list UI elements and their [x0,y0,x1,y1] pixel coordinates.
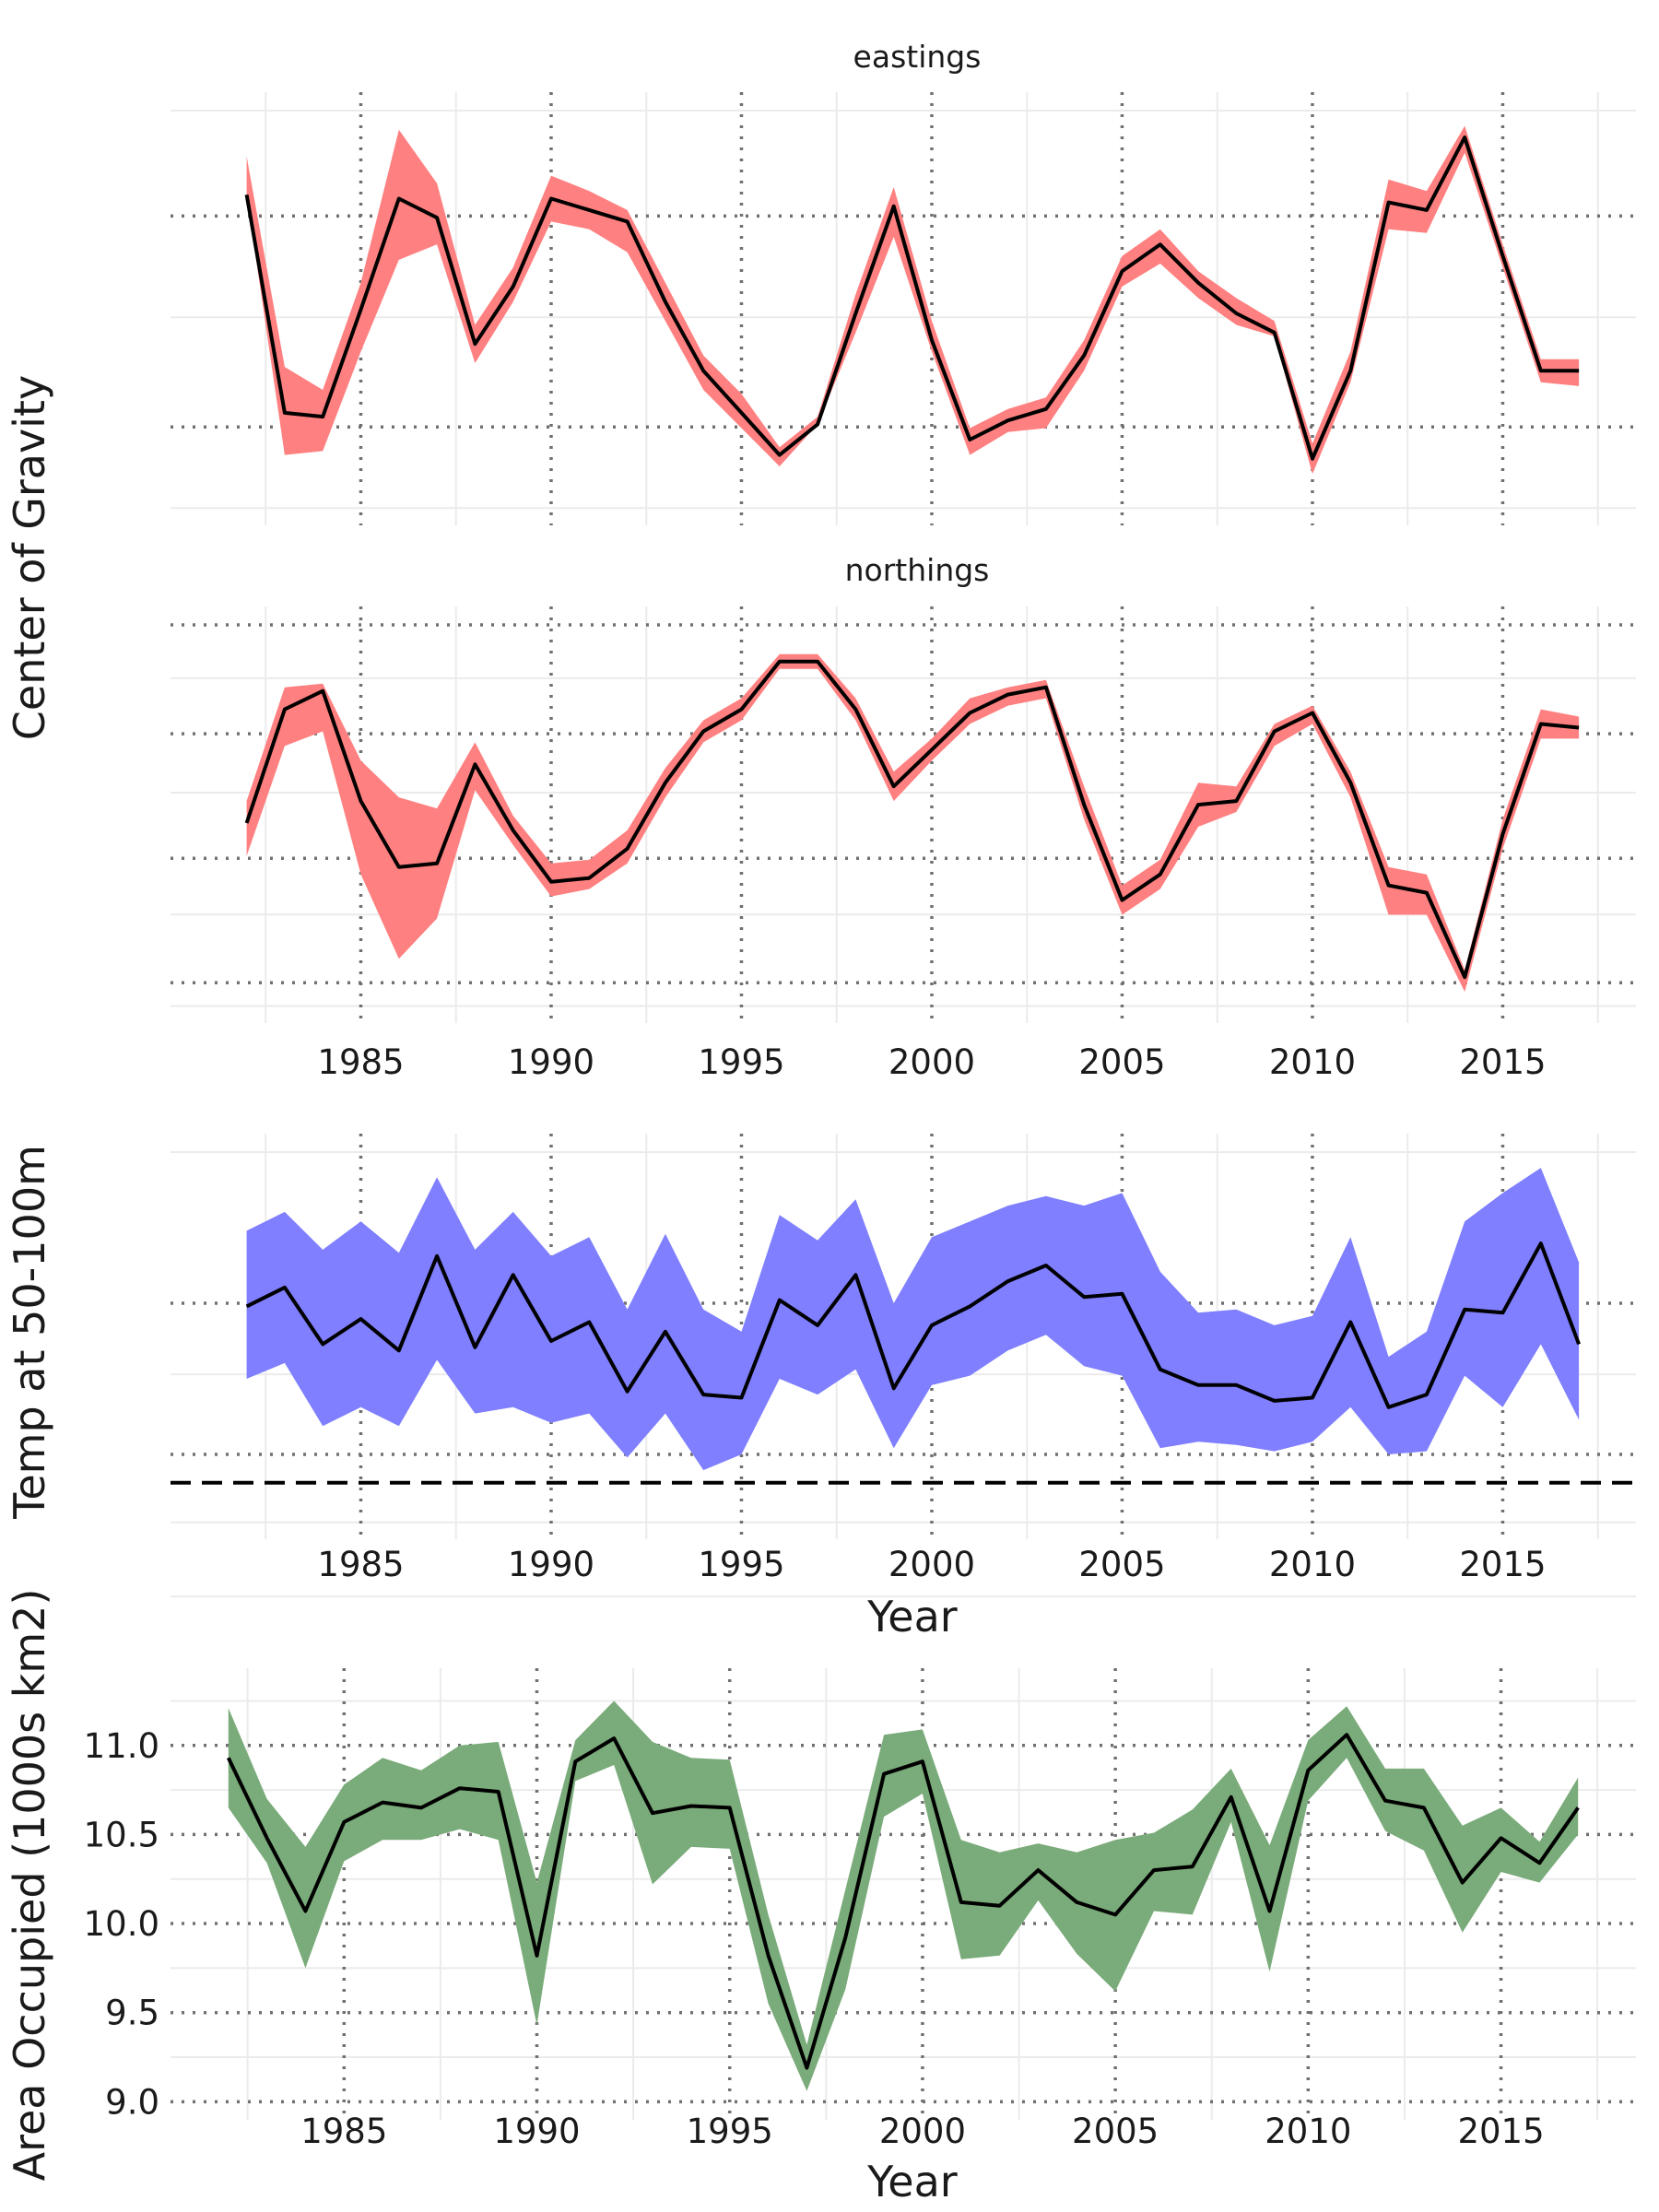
x-tick-label: 2015 [1459,1042,1546,1082]
x-tick-label: 1990 [508,1545,594,1584]
x-tick-label: 2000 [888,1545,975,1584]
x-tick-label: 1985 [300,2112,387,2151]
y-axis-title-area-occupied: Area Occupied (1000s km2) [5,1589,54,2182]
confidence-band [246,125,1580,475]
x-tick-label: 2005 [1078,1545,1165,1584]
northings-panel: northings 1985 1990 1995 2000 2005 2010 2015 [171,552,1636,1082]
confidence-band [246,653,1580,993]
x-tick-label: 1995 [687,2112,773,2151]
area-occupied-panel: 1985 1990 1995 2000 2005 2010 2015 9.0 9.5 10.0 10… [84,1668,1636,2206]
confidence-band [246,1168,1580,1471]
x-tick-label: 2010 [1269,1042,1356,1082]
y-tick-label: 10.5 [84,1815,159,1854]
series-line [244,135,1580,461]
x-tick-label: 1995 [698,1042,784,1082]
panel-strip-title: eastings [853,39,982,75]
x-tick-label: 2010 [1265,2112,1351,2151]
y-axis-title-temp: Temp at 50-100m [5,1145,54,1520]
x-tick-label: 2005 [1078,1042,1165,1082]
series-line [226,1733,1580,2070]
series-line [245,1241,1581,1409]
y-tick-label: 11.0 [84,1726,159,1766]
x-tick-label: 1990 [508,1042,594,1082]
confidence-band [228,1700,1579,2091]
x-tick-label: 1995 [698,1545,784,1584]
grid-lines [171,92,1636,525]
y-axis-title-center-of-gravity: Center of Gravity [5,375,54,740]
x-tick-label: 2010 [1269,1545,1356,1584]
panel-strip-title: northings [845,552,990,588]
x-axis-title: Year [866,2157,957,2206]
y-tick-label: 9.5 [105,1994,159,2033]
x-tick-label: 2000 [879,2112,966,2151]
series-line [244,659,1580,980]
y-tick-label: 10.0 [84,1904,159,1944]
eastings-panel: eastings [171,39,1636,525]
x-tick-label: 2015 [1459,1545,1546,1584]
x-tick-label: 2000 [888,1042,975,1082]
x-tick-label: 2015 [1457,2112,1544,2151]
x-tick-label: 1985 [317,1042,404,1082]
x-tick-label: 1985 [317,1545,404,1584]
y-tick-label: 9.0 [105,2082,159,2122]
x-tick-label: 2005 [1072,2112,1159,2151]
x-axis-title: Year [866,1592,957,1641]
x-tick-label: 1990 [493,2112,580,2151]
temperature-panel: 1985 1990 1995 2000 2005 2010 2015 Year [171,1134,1636,1641]
